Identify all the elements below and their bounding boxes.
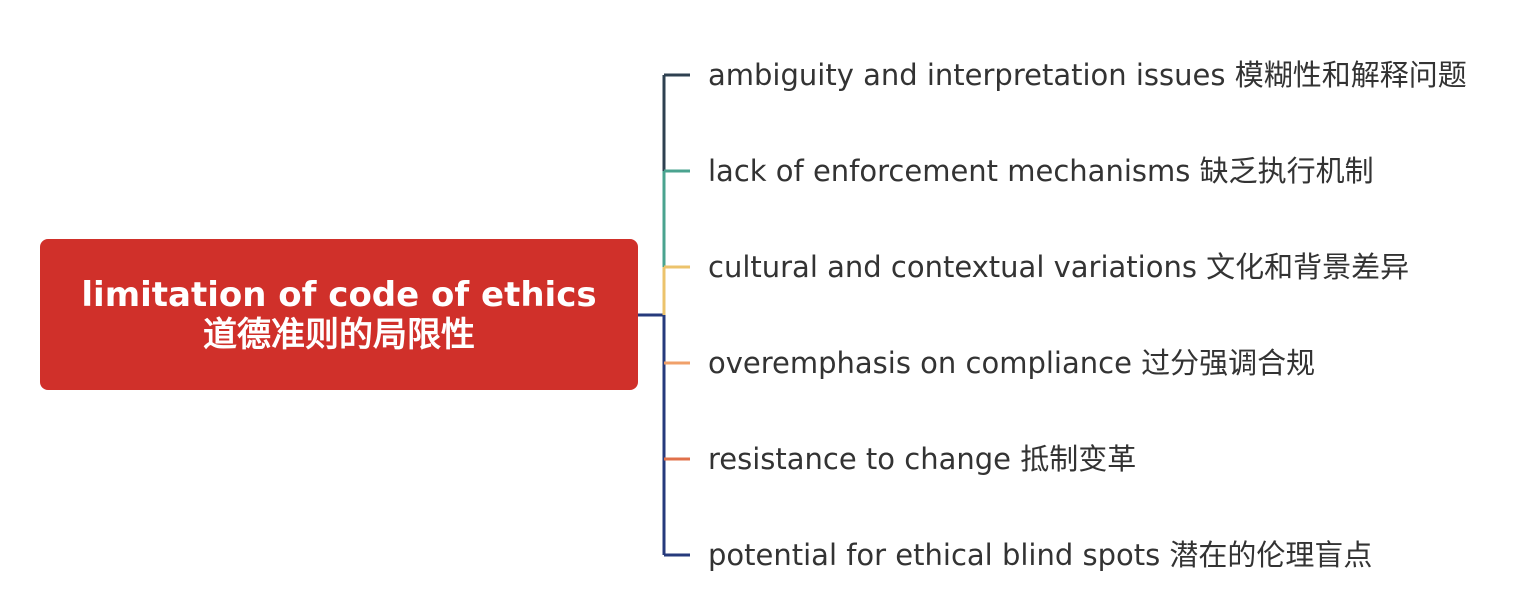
root-title-zh: 道德准则的局限性 — [203, 314, 475, 355]
branch-node-cultural[interactable]: cultural and contextual variations 文化和背景… — [708, 250, 1410, 284]
branch-node-ambiguity[interactable]: ambiguity and interpretation issues 模糊性和… — [708, 58, 1467, 92]
branch-node-enforcement[interactable]: lack of enforcement mechanisms 缺乏执行机制 — [708, 154, 1374, 188]
branch-node-resistance[interactable]: resistance to change 抵制变革 — [708, 442, 1137, 476]
branch-node-compliance[interactable]: overemphasis on compliance 过分强调合规 — [708, 346, 1316, 380]
root-title-en: limitation of code of ethics — [81, 274, 597, 315]
branch-node-blind-spots[interactable]: potential for ethical blind spots 潜在的伦理盲… — [708, 538, 1373, 572]
root-node[interactable]: limitation of code of ethics 道德准则的局限性 — [40, 239, 638, 390]
